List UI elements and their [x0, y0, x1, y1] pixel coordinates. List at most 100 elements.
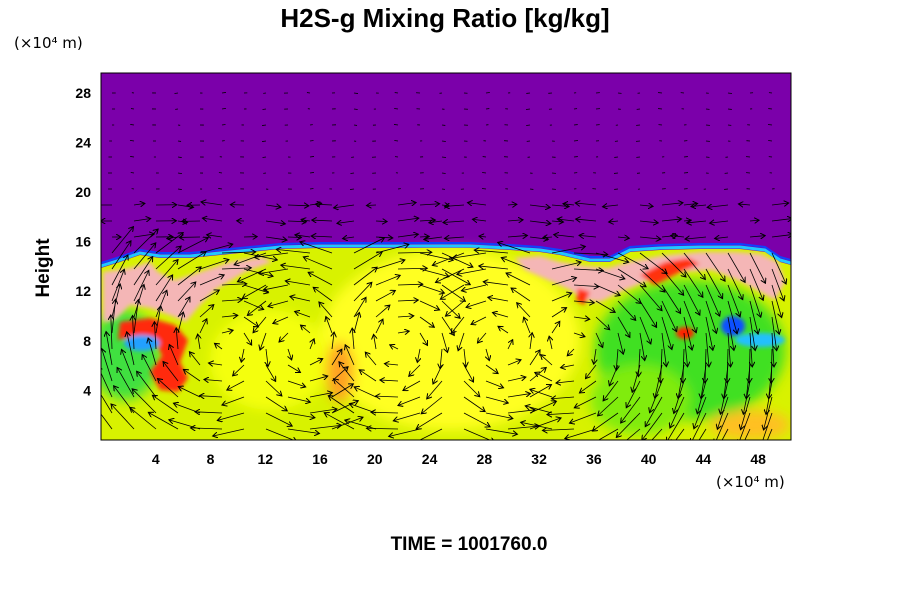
velocity-arrow — [457, 268, 487, 274]
velocity-arrow — [705, 268, 723, 299]
velocity-arrow — [155, 246, 181, 270]
velocity-arrow — [265, 221, 285, 224]
velocity-arrow — [639, 300, 657, 327]
velocity-arrow — [661, 300, 677, 332]
velocity-arrow — [687, 221, 707, 223]
velocity-arrow — [638, 348, 640, 377]
x-tick-label: 16 — [312, 451, 328, 467]
velocity-arrow — [617, 237, 629, 238]
velocity-arrow — [667, 412, 685, 440]
velocity-arrow — [279, 332, 289, 342]
velocity-arrow — [661, 316, 672, 350]
field-red-right-blob — [676, 327, 694, 339]
velocity-arrow — [243, 332, 252, 345]
velocity-arrow — [501, 258, 531, 270]
velocity-arrow — [106, 332, 113, 366]
velocity-arrow — [202, 218, 223, 221]
velocity-arrow — [749, 316, 755, 351]
velocity-arrow — [720, 380, 729, 414]
velocity-arrow — [195, 412, 223, 413]
velocity-arrow — [177, 172, 183, 174]
velocity-arrow — [301, 220, 311, 221]
velocity-arrow — [268, 300, 289, 306]
velocity-arrow — [467, 203, 487, 205]
velocity-arrow — [309, 425, 341, 430]
velocity-arrow — [705, 252, 725, 281]
velocity-arrow — [683, 316, 692, 350]
velocity-arrow — [177, 238, 208, 254]
velocity-arrow — [727, 316, 734, 350]
velocity-arrow — [595, 316, 610, 330]
velocity-arrow — [639, 332, 645, 360]
velocity-arrow — [353, 92, 359, 94]
velocity-arrow — [661, 252, 686, 277]
velocity-arrow — [345, 345, 355, 366]
velocity-arrow — [207, 235, 223, 237]
velocity-arrow — [771, 203, 789, 205]
velocity-arrow — [639, 268, 665, 292]
velocity-arrow — [595, 300, 615, 312]
velocity-arrow — [324, 413, 355, 430]
velocity-arrow — [259, 268, 289, 274]
velocity-arrow — [429, 221, 443, 223]
velocity-arrow — [133, 300, 138, 334]
velocity-arrow — [167, 237, 179, 239]
velocity-arrow — [419, 268, 449, 277]
velocity-arrow — [772, 332, 774, 367]
velocity-arrow — [498, 242, 531, 254]
velocity-arrow — [155, 290, 167, 318]
velocity-arrow — [724, 364, 729, 399]
field-yellow-core — [320, 250, 580, 430]
velocity-arrow — [507, 377, 526, 382]
velocity-arrow — [121, 349, 135, 382]
velocity-arrow — [419, 316, 434, 327]
velocity-arrow — [464, 348, 466, 367]
velocity-arrow — [485, 428, 517, 434]
velocity-arrow — [728, 332, 731, 367]
velocity-arrow — [332, 332, 334, 350]
velocity-arrow — [155, 233, 183, 254]
velocity-arrow — [609, 364, 619, 386]
velocity-arrow — [524, 317, 531, 334]
velocity-arrow — [771, 219, 791, 221]
velocity-arrow — [287, 237, 301, 238]
velocity-arrow — [416, 412, 443, 429]
chart-title: H2S-g Mixing Ratio [kg/kg] — [280, 3, 609, 33]
velocity-arrow — [366, 205, 377, 206]
velocity-arrow — [485, 412, 513, 419]
velocity-arrow — [483, 282, 509, 286]
velocity-arrow — [117, 367, 135, 398]
velocity-arrow — [557, 219, 575, 221]
velocity-arrow — [675, 428, 685, 440]
velocity-arrow — [137, 371, 157, 398]
velocity-arrow — [441, 156, 447, 158]
velocity-arrow — [683, 300, 696, 333]
velocity-arrow — [697, 380, 707, 414]
velocity-arrow — [353, 252, 382, 270]
x-tick-label: 44 — [696, 451, 712, 467]
velocity-arrow — [394, 108, 399, 110]
velocity-arrow — [639, 316, 651, 344]
velocity-arrow — [727, 284, 740, 317]
velocity-arrow — [551, 308, 567, 318]
velocity-arrow — [133, 243, 156, 270]
velocity-arrow — [218, 188, 223, 190]
velocity-arrow — [556, 381, 575, 383]
velocity-arrow — [287, 205, 309, 206]
velocity-arrow — [743, 380, 751, 414]
velocity-arrow — [312, 220, 333, 221]
velocity-arrow — [507, 235, 527, 237]
x-tick-label: 36 — [586, 451, 602, 467]
velocity-arrow — [295, 312, 311, 318]
velocity-arrow — [384, 364, 399, 365]
velocity-arrow — [260, 332, 267, 350]
velocity-arrow — [397, 268, 427, 269]
velocity-arrow — [190, 428, 223, 429]
velocity-arrow — [481, 188, 487, 190]
velocity-arrow — [567, 348, 575, 356]
velocity-arrow — [485, 364, 498, 374]
velocity-arrow — [574, 396, 597, 408]
velocity-arrow — [374, 334, 376, 350]
velocity-arrow — [592, 412, 619, 431]
velocity-arrow — [683, 252, 705, 279]
